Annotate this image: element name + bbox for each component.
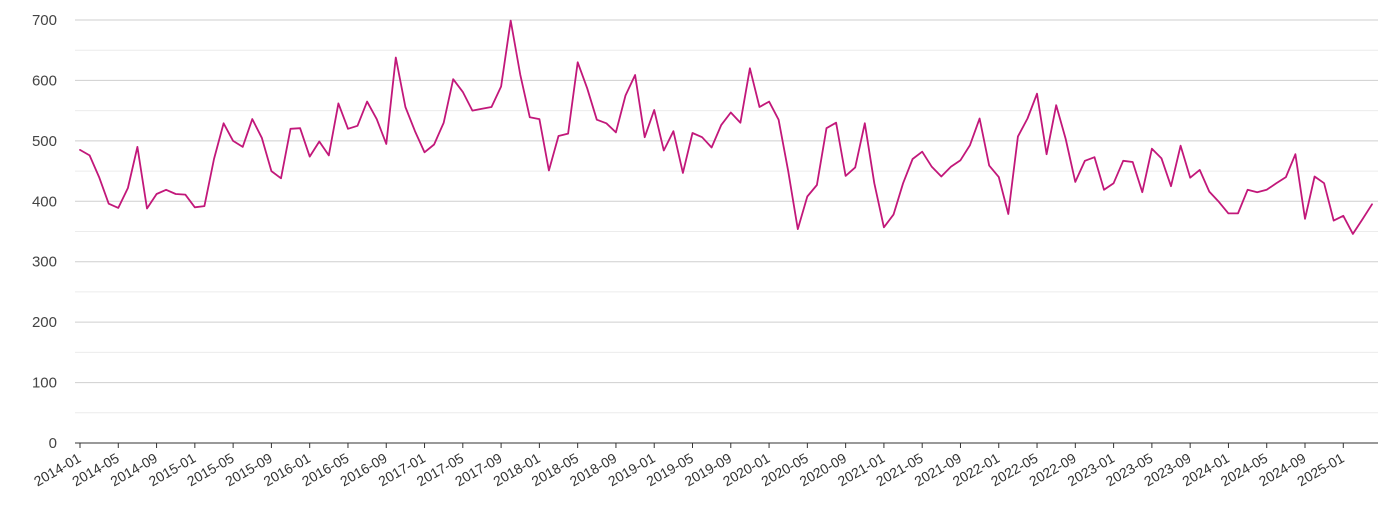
y-tick-label: 400 — [32, 193, 57, 210]
series-layer — [79, 19, 1373, 235]
y-tick-label: 200 — [32, 314, 57, 331]
y-tick-label: 300 — [32, 254, 57, 271]
y-tick-label: 600 — [32, 72, 57, 89]
gridlines — [75, 19, 1378, 414]
y-tick-label: 0 — [49, 435, 57, 452]
y-tick-label: 500 — [32, 133, 57, 150]
series-line — [79, 19, 1373, 235]
y-tick-label: 700 — [32, 12, 57, 29]
y-axis: 0 100 200 300 400 500 600 700 — [32, 12, 57, 452]
x-axis: 2014-012014-052014-092015-012015-052015-… — [31, 442, 1378, 489]
y-tick-label: 100 — [32, 375, 57, 392]
